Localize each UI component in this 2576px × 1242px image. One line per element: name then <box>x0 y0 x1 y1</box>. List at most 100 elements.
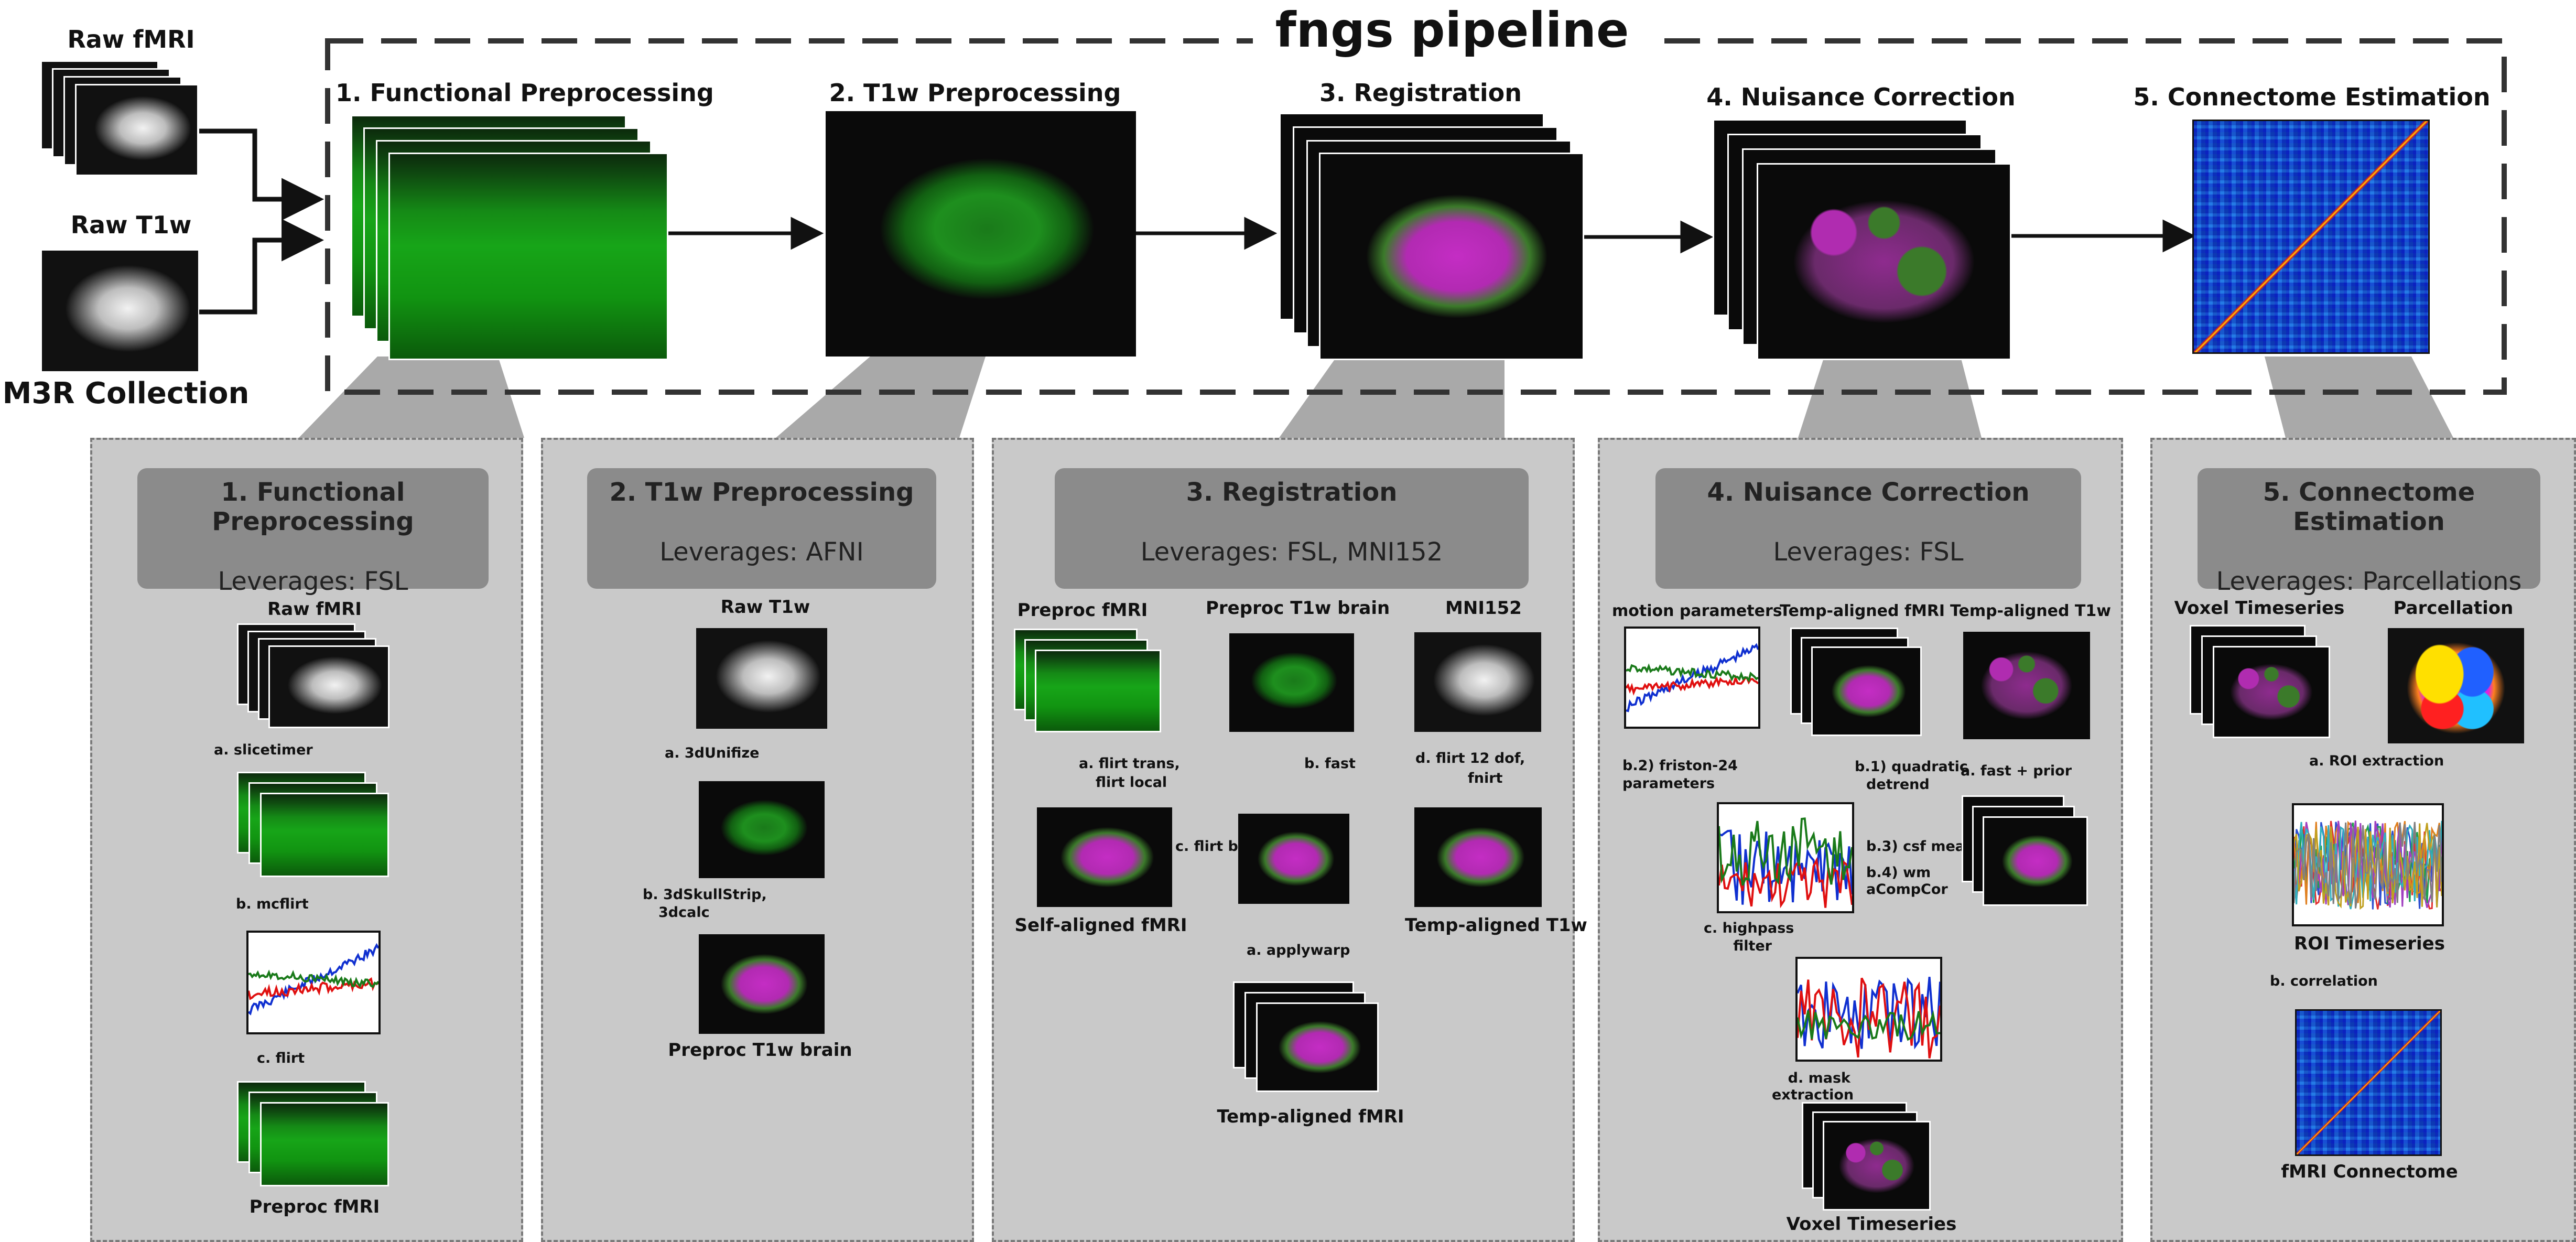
p4-edge-wm-2: aCompCor <box>1866 881 1948 898</box>
panel-4-leverages: Leverages: FSL <box>1773 537 1964 567</box>
p4-edge-fast: a. fast + prior <box>1961 763 2072 779</box>
p3-preproc-t1w-label: Preproc T1w brain <box>1206 598 1390 619</box>
p5-voxel-image <box>2191 627 2338 742</box>
wire-raw-fmri <box>199 128 324 221</box>
panel-2-title: 2. T1w Preprocessing <box>609 478 914 507</box>
p1-step-a: a. slicetimer <box>214 742 313 758</box>
connectome-matrix-icon <box>2192 120 2430 354</box>
p3-fast-output-image <box>1238 814 1349 904</box>
stage-5-label: 5. Connectome Estimation <box>2133 83 2491 111</box>
p2-output-label: Preproc T1w brain <box>668 1040 852 1061</box>
panel-2-header: 2. T1w Preprocessing Leverages: AFNI <box>587 468 936 589</box>
funnel-2 <box>776 357 986 438</box>
panel-5-leverages: Leverages: Parcellations <box>2216 567 2522 596</box>
p5-roi-plot <box>2292 803 2444 926</box>
p5-output-label: fMRI Connectome <box>2281 1161 2458 1182</box>
p4-edge-hp-1: c. highpass <box>1704 920 1794 936</box>
stage-4-label: 4. Nuisance Correction <box>1706 83 2016 111</box>
p3-preproc-t1w-image <box>1229 633 1354 732</box>
p5-edge-roi: a. ROI extraction <box>2309 753 2444 769</box>
p4-edge-mask-1: d. mask <box>1788 1070 1850 1086</box>
p2-raw-label: Raw T1w <box>720 597 810 618</box>
p4-temp-fmri-label: Temp-aligned fMRI <box>1780 602 1945 620</box>
p5-voxel-label: Voxel Timeseries <box>2174 598 2345 619</box>
p4-edge-wm-1: b.4) wm <box>1866 865 1931 881</box>
stage-3-label: 3. Registration <box>1319 79 1522 107</box>
p1-output-image <box>239 1083 391 1187</box>
parcellation-icon <box>2388 628 2524 743</box>
p1-output-label: Preproc fMRI <box>249 1196 380 1217</box>
p2-output-image <box>699 934 825 1034</box>
roi-trace <box>2293 822 2443 909</box>
funnel-3 <box>1279 357 1505 438</box>
p3-mni-image <box>1414 632 1541 732</box>
collection-label: M3R Collection <box>2 376 250 411</box>
p3-edge-fnirt-2: fnirt <box>1468 770 1503 786</box>
p2-step-b-line2: 3dcalc <box>658 904 710 921</box>
funnel-5 <box>2265 357 2453 438</box>
input-raw-fmri-label: Raw fMRI <box>67 25 195 53</box>
p3-mni-label: MNI152 <box>1445 598 1522 619</box>
panel-3-header: 3. Registration Leverages: FSL, MNI152 <box>1055 468 1529 589</box>
p4-temp-t1w-label: Temp-aligned T1w <box>1950 602 2111 620</box>
p3-temp-aligned-fmri-label: Temp-aligned fMRI <box>1217 1106 1404 1127</box>
panel-5-header: 5. Connectome Estimation Leverages: Parc… <box>2198 468 2540 596</box>
panel-1-header: 1. Functional Preprocessing Leverages: F… <box>137 468 489 596</box>
p4-edge-quad-1: b.1) quadratic <box>1855 759 1968 775</box>
p4-output-image <box>1803 1104 1934 1214</box>
p3-preproc-fmri-label: Preproc fMRI <box>1017 600 1148 621</box>
stage-4-image <box>1714 121 2013 359</box>
p4-edge-friston-1: b.2) friston-24 <box>1622 758 1738 774</box>
p3-edge-fnirt-1: d. flirt 12 dof, <box>1415 750 1525 766</box>
p5-roi-label: ROI Timeseries <box>2294 933 2445 954</box>
panel-4-header: 4. Nuisance Correction Leverages: FSL <box>1655 468 2081 589</box>
p4-edge-quad-2: detrend <box>1866 776 1930 793</box>
pipeline-title: fngs pipeline <box>1253 2 1651 58</box>
p4-motion-plot <box>1624 627 1760 729</box>
input-raw-t1w-label: Raw T1w <box>70 211 192 239</box>
p5-edge-corr: b. correlation <box>2270 973 2378 989</box>
brain-slice-icon <box>42 251 198 371</box>
p1-raw-image <box>239 625 391 730</box>
p5-connectome-image <box>2295 1009 2442 1156</box>
p3-temp-aligned-t1w-image <box>1414 807 1542 907</box>
p2-raw-image <box>696 628 827 729</box>
stage-1-label: 1. Functional Preprocessing <box>335 79 714 107</box>
p3-edge-fast: b. fast <box>1304 755 1356 772</box>
p4-edge-friston-2: parameters <box>1622 775 1715 792</box>
p1-raw-label: Raw fMRI <box>267 599 362 620</box>
stage-3-image <box>1281 114 1585 361</box>
panel-5-title: 5. Connectome Estimation <box>2263 478 2475 536</box>
p4-motion-label: motion parameters <box>1612 602 1782 620</box>
p4-regressor-plot <box>1717 802 1854 913</box>
p1-step-c: c. flirt <box>257 1050 305 1066</box>
panel-4-title: 4. Nuisance Correction <box>1707 478 2030 507</box>
p4-edge-hp-2: filter <box>1733 938 1772 954</box>
stage-1-image <box>352 116 667 359</box>
p1-step-b: b. mcflirt <box>236 896 309 912</box>
roi-trace <box>2293 822 2443 904</box>
mri-stack-icon <box>42 62 199 175</box>
wire-raw-t1w <box>199 219 324 315</box>
p3-temp-aligned-fmri-image <box>1235 983 1381 1093</box>
p2-step-b-line1: b. 3dSkullStrip, <box>643 887 767 903</box>
p3-self-aligned-label: Self-aligned fMRI <box>1014 915 1187 936</box>
funnel-4 <box>1798 357 1982 438</box>
panel-1-title: 1. Functional Preprocessing <box>212 478 414 536</box>
p4-temp-fmri-image <box>1792 629 1928 739</box>
p4-output-label: Voxel Timeseries <box>1786 1214 1957 1235</box>
p3-edge-applywarp: a. applywarp <box>1247 942 1350 958</box>
p4-temp-t1w-image <box>1963 632 2090 739</box>
p2-step-a-output <box>699 781 825 878</box>
timeseries-plot-icon <box>246 931 381 1034</box>
stage-2-label: 2. T1w Preprocessing <box>829 79 1121 107</box>
panel-2-leverages: Leverages: AFNI <box>659 537 864 567</box>
p3-temp-aligned-t1w-label: Temp-aligned T1w <box>1405 915 1587 936</box>
p4-edge-mask-2: extraction <box>1772 1087 1854 1103</box>
p4-fast-output-image <box>1963 797 2094 907</box>
p3-preproc-fmri-image <box>1015 630 1162 732</box>
p3-self-aligned-image <box>1037 807 1172 907</box>
p4-edge-csf: b.3) csf mean <box>1866 838 1975 855</box>
p1-step-a-output <box>239 773 391 878</box>
